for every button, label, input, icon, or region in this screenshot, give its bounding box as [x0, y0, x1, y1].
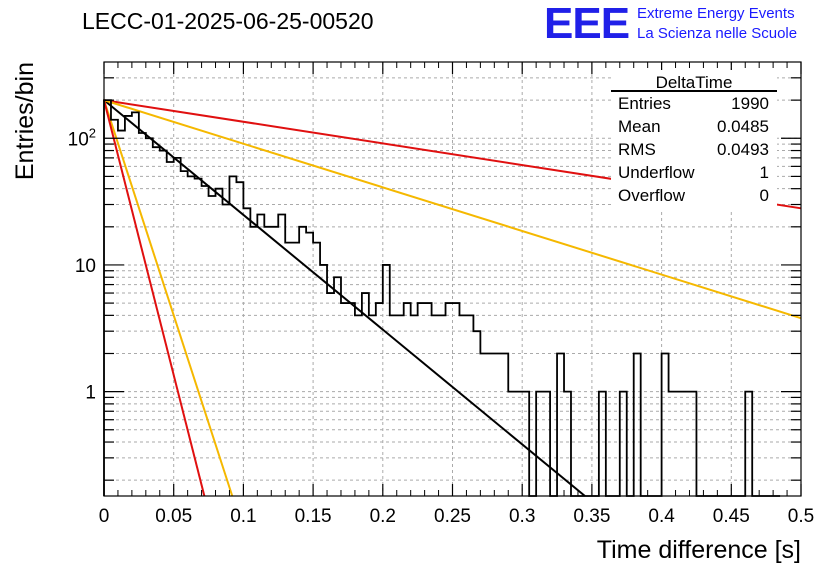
stats-label: Mean — [618, 117, 661, 136]
chart-title: LECC-01-2025-06-25-00520 — [82, 8, 374, 34]
histogram-layer — [103, 99, 781, 497]
x-tick-label: 0.25 — [434, 506, 471, 527]
stats-box: DeltaTime Entries 1990 Mean 0.0485 RMS 0.0493 U… — [611, 70, 777, 210]
axis-ticks — [103, 62, 802, 496]
y-axis-title: Entries/bin — [11, 62, 39, 180]
eee-logo: EEE — [544, 0, 630, 48]
histogram-steps — [103, 99, 781, 497]
x-tick-label: 0.05 — [155, 506, 192, 527]
x-tick-label: 0.4 — [648, 506, 675, 527]
tick-labels: 0 0.05 0.1 0.15 0.2 0.25 0.3 0.35 0.4 0.45 0.51101… — [68, 125, 815, 527]
stats-name: DeltaTime — [656, 73, 733, 92]
stats-label: Entries — [618, 94, 671, 113]
x-axis-title: Time difference [s] — [597, 536, 801, 564]
fit-line-0 — [103, 99, 586, 497]
x-tick-label: 0.15 — [295, 506, 332, 527]
x-tick-label: 0.3 — [509, 506, 535, 527]
x-tick-label: 0.1 — [230, 506, 256, 527]
x-tick-label: 0.5 — [788, 506, 814, 527]
x-tick-label: 0 — [99, 506, 110, 527]
logo-caption-line2: La Scienza nelle Scuole — [637, 25, 798, 42]
x-tick-label: 0.2 — [370, 506, 396, 527]
y-tick-label: 1 — [85, 383, 96, 404]
stats-label: Underflow — [618, 163, 695, 182]
x-tick-label: 0.45 — [713, 506, 750, 527]
grid-lines — [104, 62, 801, 496]
stats-box-bg — [611, 70, 777, 210]
logo-caption-line1: Extreme Energy Events — [637, 5, 795, 22]
x-tick-label: 0.35 — [573, 506, 610, 527]
stats-value: 1990 — [731, 94, 769, 113]
stats-label: RMS — [618, 140, 656, 159]
stats-value: 0.0493 — [717, 140, 769, 159]
stats-label: Overflow — [618, 186, 686, 205]
fit-line-3 — [103, 99, 234, 497]
fit-line-4 — [103, 99, 206, 497]
y-tick-label: 10 — [75, 256, 96, 277]
stats-value: 1 — [760, 163, 769, 182]
y-tick-label: 102 — [68, 125, 96, 150]
stats-value: 0.0485 — [717, 117, 769, 136]
fit-line-2 — [103, 99, 802, 320]
stats-value: 0 — [760, 186, 769, 205]
